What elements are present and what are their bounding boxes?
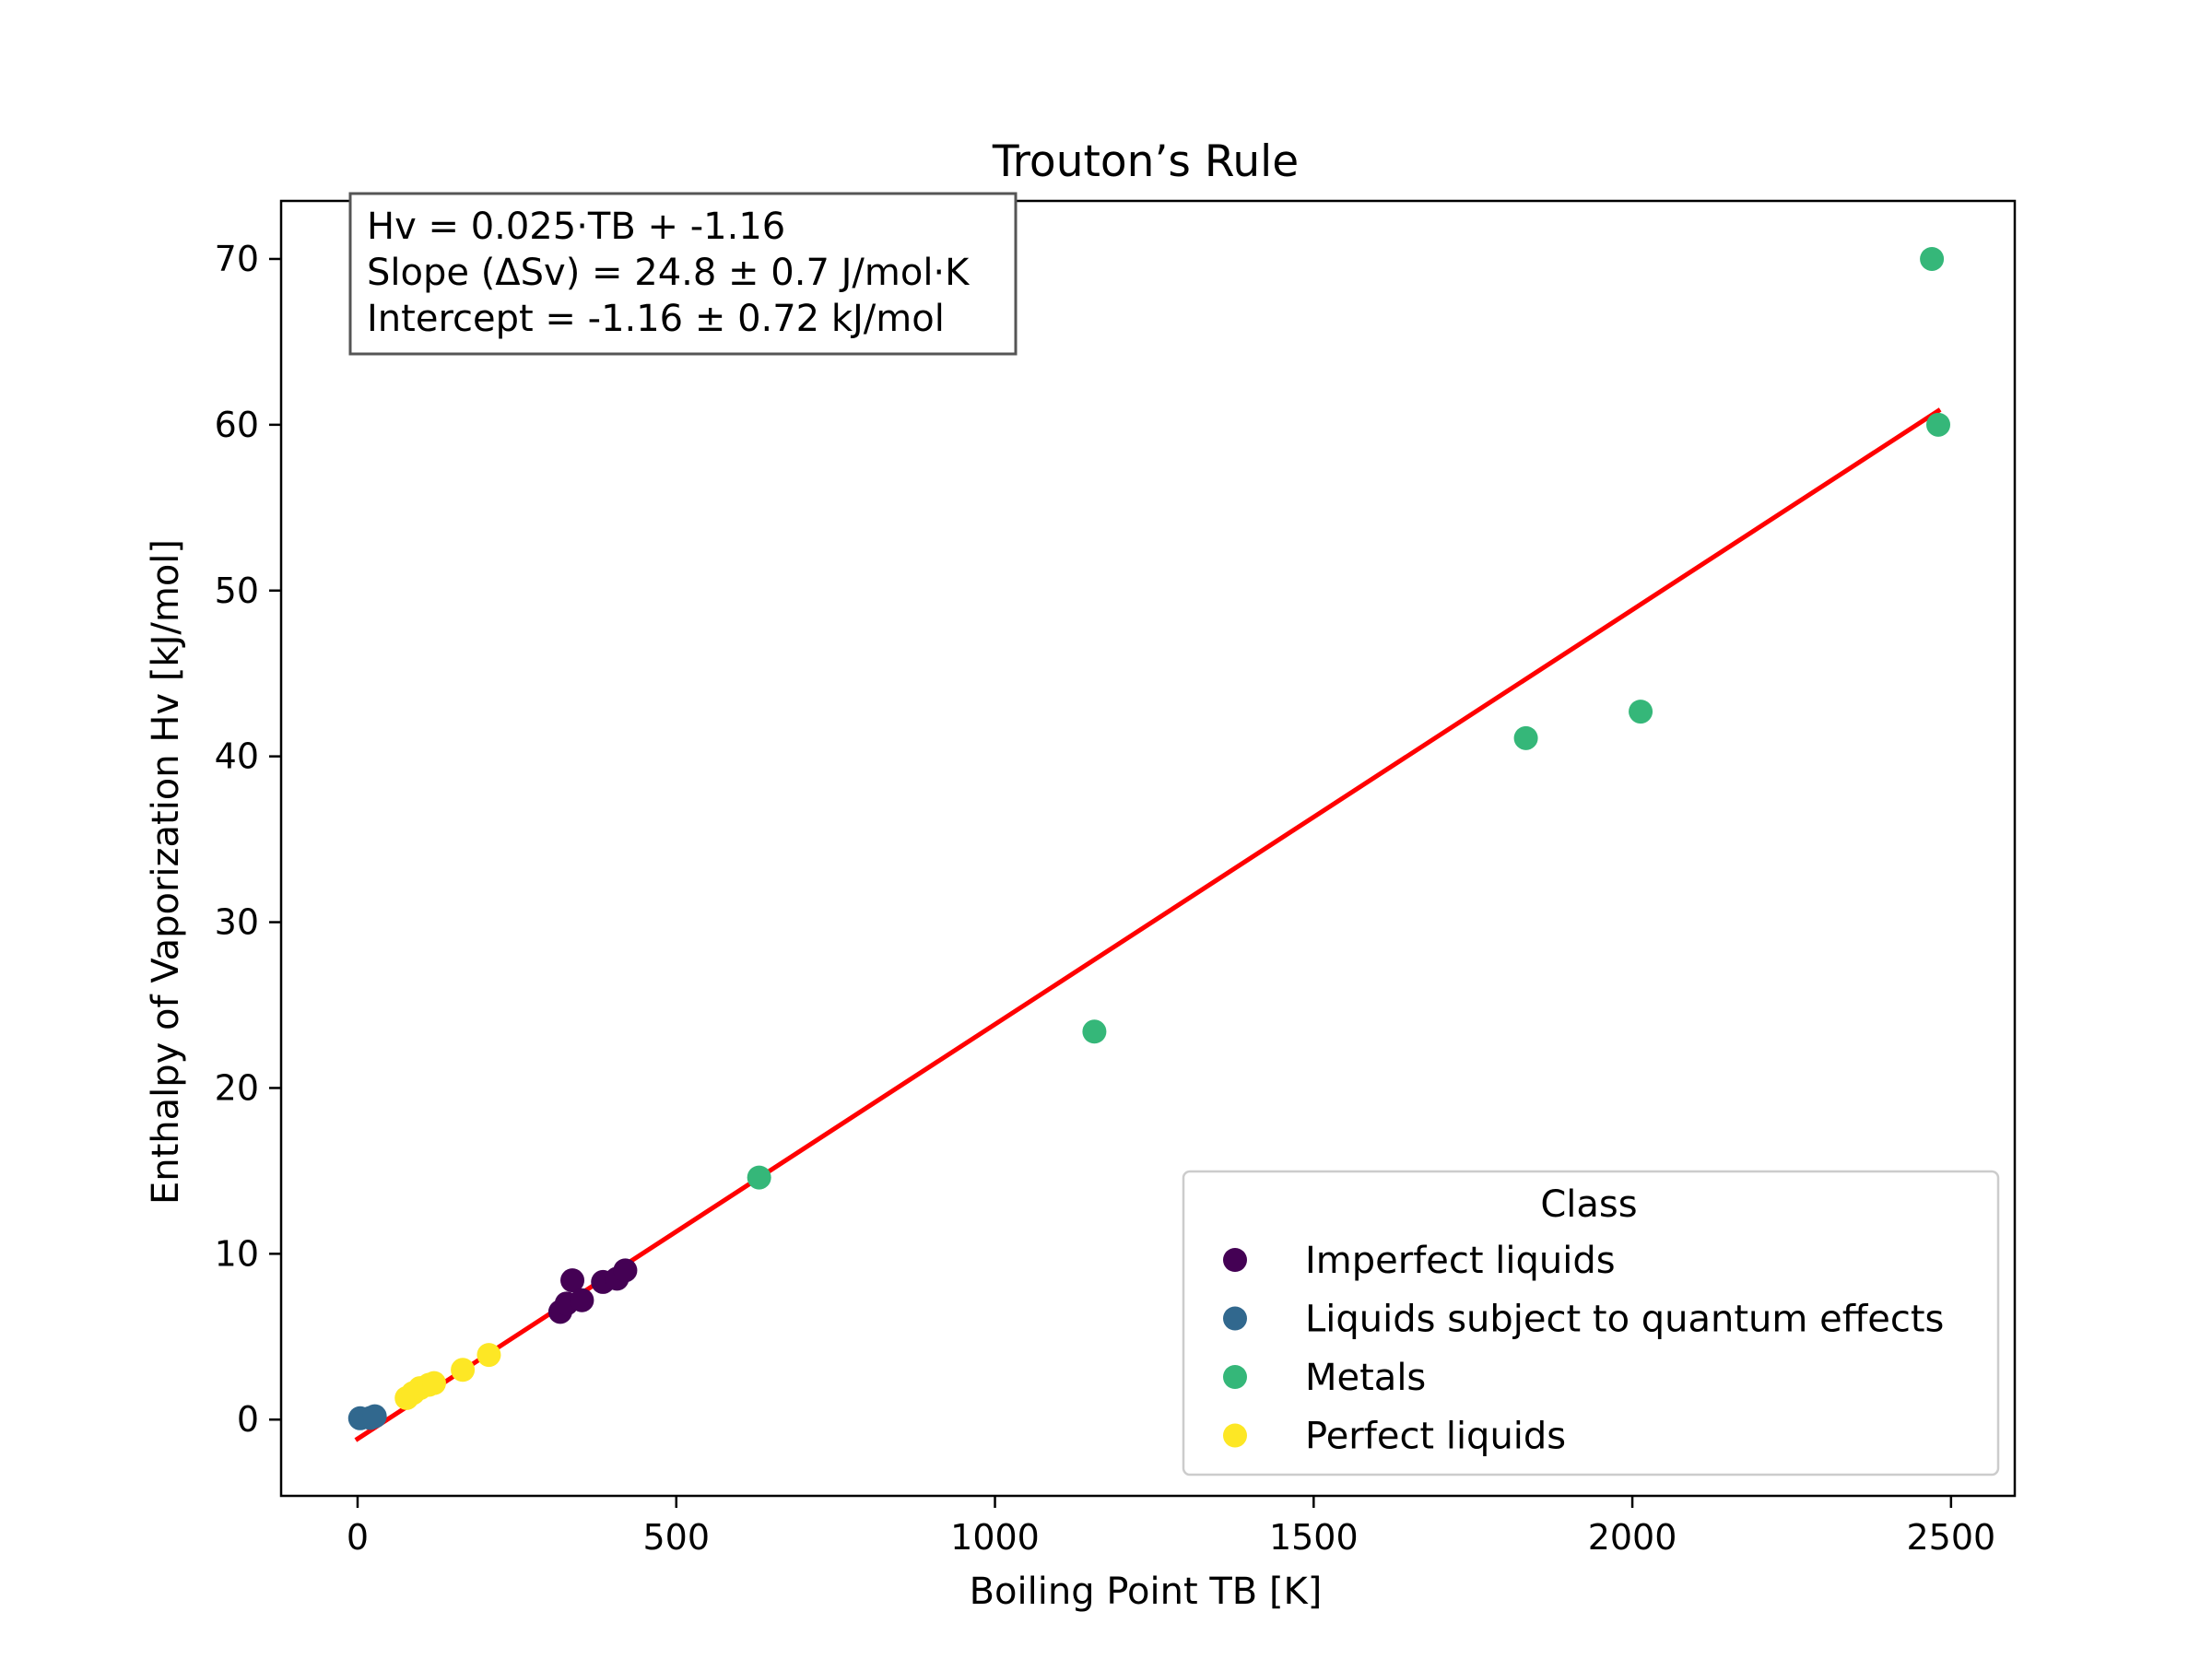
data-point	[1926, 412, 1951, 437]
legend-items: Imperfect liquids Liquids subject to quan…	[1223, 1240, 1944, 1458]
plot-border	[279, 199, 2017, 1498]
data-point	[1082, 1019, 1107, 1044]
y-tick-label: 70	[215, 239, 259, 279]
data-point	[560, 1268, 585, 1293]
data-point	[570, 1288, 594, 1312]
data-point	[362, 1404, 387, 1429]
y-tick-label: 0	[237, 1399, 259, 1440]
data-point	[613, 1258, 638, 1283]
x-axis-label: Boiling Point TB [K]	[970, 1571, 1323, 1613]
legend-label: Perfect liquids	[1305, 1416, 1566, 1458]
annotation-equation: Hv = 0.025·TB + -1.16	[367, 206, 785, 248]
x-tick-label: 1000	[950, 1517, 1040, 1558]
annotation-frame	[348, 192, 1018, 356]
y-tick-label: 60	[215, 405, 259, 445]
x-tick-label: 0	[347, 1517, 369, 1558]
y-tick-label: 10	[215, 1233, 259, 1274]
x-tick-label: 500	[642, 1517, 710, 1558]
x-tick-label: 2000	[1588, 1517, 1677, 1558]
y-tick-label: 50	[215, 571, 259, 611]
data-point	[1920, 246, 1945, 271]
data-point	[421, 1371, 446, 1395]
legend-label: Metals	[1305, 1357, 1426, 1399]
data-point	[451, 1358, 476, 1382]
y-tick-label: 20	[215, 1067, 259, 1108]
legend-marker	[1223, 1365, 1247, 1389]
y-axis-label: Enthalpy of Vaporization Hv [kJ/mol]	[145, 539, 187, 1205]
chart-title: Trouton’s Rule	[992, 136, 1299, 187]
annotation-slope: Slope (ΔSv) = 24.8 ± 0.7 J/mol·K	[367, 252, 971, 294]
legend-frame	[1182, 1170, 2000, 1477]
scatter-points-layer	[347, 246, 1951, 1430]
x-tick-label: 2500	[1906, 1517, 1995, 1558]
legend-label: Liquids subject to quantum effects	[1305, 1299, 1944, 1341]
x-tick-label: 1500	[1269, 1517, 1359, 1558]
legend-marker	[1223, 1423, 1247, 1448]
x-axis-ticks: 0 500 1000 1500 2000 2500	[347, 1496, 1995, 1558]
data-point	[1629, 700, 1653, 724]
annotation-intercept: Intercept = -1.16 ± 0.72 kJ/mol	[367, 298, 945, 340]
data-point	[477, 1343, 501, 1368]
data-point	[747, 1165, 771, 1190]
legend-label: Imperfect liquids	[1305, 1240, 1616, 1282]
legend-marker	[1223, 1248, 1247, 1272]
data-point	[1513, 725, 1538, 750]
fit-annotation-box: Hv = 0.025·TB + -1.16 Slope (ΔSv) = 24.8…	[348, 192, 1018, 356]
legend: Class Imperfect liquids Liquids subject t…	[1182, 1170, 2000, 1477]
legend-title: Class	[1540, 1183, 1637, 1226]
legend-marker	[1223, 1306, 1247, 1331]
y-tick-label: 40	[215, 736, 259, 777]
y-tick-label: 30	[215, 902, 259, 943]
y-axis-ticks: 0 10 20 30 40 50 60 70	[215, 239, 281, 1440]
